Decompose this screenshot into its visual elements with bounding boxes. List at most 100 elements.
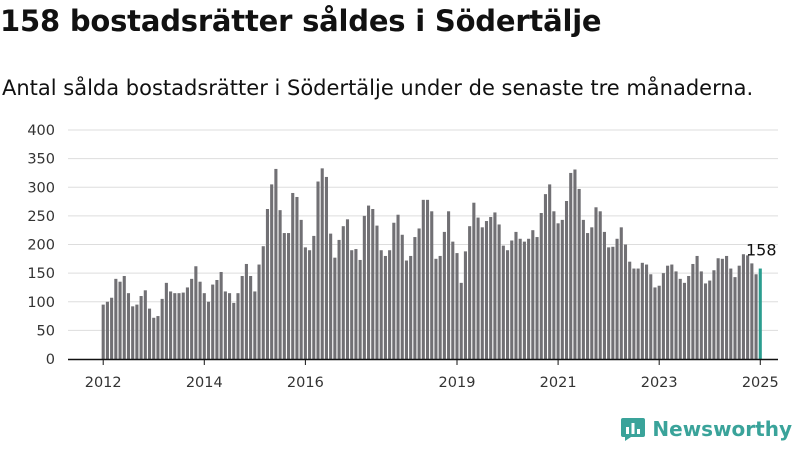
bar — [278, 210, 282, 359]
bar — [404, 260, 409, 359]
x-tick-label: 2014 — [186, 375, 223, 391]
bar — [527, 238, 531, 359]
bar — [333, 257, 337, 359]
bar — [640, 262, 644, 359]
bar — [114, 278, 118, 359]
bar — [560, 219, 564, 359]
bar — [324, 176, 328, 359]
bar — [223, 291, 227, 359]
bar — [543, 194, 548, 359]
bar — [354, 249, 358, 359]
chart-subtitle: Antal sålda bostadsrätter i Södertälje u… — [2, 76, 754, 100]
x-tick-label: 2016 — [287, 375, 324, 391]
bar — [682, 282, 687, 359]
bar — [421, 199, 425, 359]
bar — [409, 255, 413, 359]
bar — [480, 227, 484, 359]
bar — [425, 199, 430, 359]
bar — [649, 274, 653, 359]
bar — [244, 263, 248, 359]
bar — [712, 270, 716, 359]
bar-highlight — [758, 268, 762, 359]
bar — [725, 255, 729, 359]
bar — [691, 263, 695, 359]
bar — [615, 238, 619, 359]
bar — [746, 255, 750, 359]
brand-name: Newsworthy — [652, 417, 792, 441]
bar — [253, 291, 257, 359]
bar — [564, 200, 569, 359]
bar — [632, 268, 636, 359]
y-tick-label: 0 — [46, 352, 55, 368]
bar — [261, 246, 265, 359]
bar — [274, 168, 278, 359]
x-tick-label: 2023 — [641, 375, 678, 391]
bar — [501, 245, 505, 359]
bar — [337, 239, 341, 359]
bar — [257, 264, 261, 359]
bar — [379, 250, 383, 359]
bar — [371, 209, 375, 359]
bar — [295, 196, 299, 359]
bar — [147, 308, 152, 359]
x-tick-label: 2021 — [540, 375, 577, 391]
bar — [160, 298, 164, 359]
bar — [729, 268, 733, 359]
bar — [733, 277, 737, 359]
bar — [468, 226, 472, 359]
bar — [286, 233, 291, 359]
bar — [345, 219, 350, 359]
bar — [215, 279, 219, 359]
bar — [661, 273, 665, 359]
bar — [598, 211, 602, 359]
bar — [164, 282, 168, 359]
bar — [299, 219, 303, 359]
bar — [703, 283, 708, 359]
bar — [577, 188, 581, 359]
bar — [548, 184, 552, 359]
bar — [101, 304, 105, 359]
bar — [644, 264, 649, 359]
bar — [383, 255, 387, 359]
bar — [569, 172, 573, 359]
bar — [236, 293, 240, 359]
bar — [430, 211, 434, 359]
bar — [211, 284, 215, 359]
y-tick-label: 50 — [37, 323, 55, 339]
bar — [202, 293, 206, 359]
bar — [173, 293, 177, 359]
newsworthy-logo-icon — [621, 418, 646, 441]
bar — [232, 302, 236, 359]
bar — [716, 258, 720, 359]
chart-title: 158 bostadsrätter såldes i Södertälje — [0, 4, 602, 38]
bar — [459, 282, 463, 359]
bar — [194, 266, 198, 359]
bar — [611, 246, 615, 359]
bar — [131, 306, 135, 359]
bar — [687, 275, 691, 359]
bar — [206, 301, 211, 359]
bar — [105, 301, 109, 359]
bar — [126, 293, 131, 359]
x-tick-label: 2019 — [439, 375, 476, 391]
bar — [670, 264, 674, 359]
bar — [602, 231, 606, 359]
bar — [190, 278, 194, 359]
bar — [118, 281, 122, 359]
bar — [228, 293, 232, 359]
bar — [619, 227, 623, 359]
bar — [447, 211, 451, 359]
bar — [291, 192, 295, 359]
bar — [484, 221, 489, 359]
bar — [586, 233, 590, 359]
bar — [396, 214, 400, 359]
y-tick-label: 250 — [27, 209, 55, 225]
bar — [539, 213, 543, 359]
bar — [135, 304, 139, 359]
bar — [489, 217, 493, 359]
bar — [737, 265, 741, 359]
bar — [198, 281, 202, 359]
bar — [463, 251, 467, 359]
bar — [514, 231, 518, 359]
bar — [750, 263, 754, 359]
